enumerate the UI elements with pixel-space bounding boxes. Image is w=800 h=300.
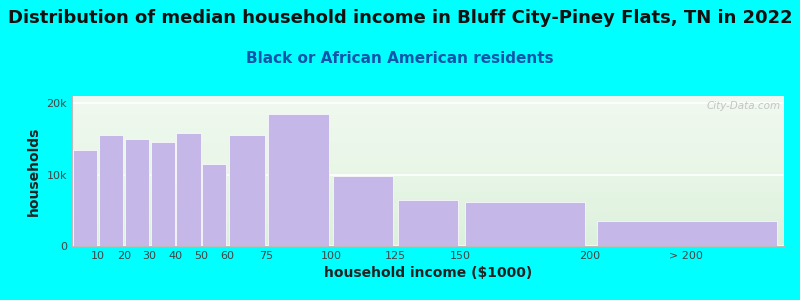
Bar	[597, 221, 778, 246]
X-axis label: household income ($1000): household income ($1000)	[324, 266, 532, 280]
Bar	[229, 135, 265, 246]
Text: Black or African American residents: Black or African American residents	[246, 51, 554, 66]
Bar	[398, 200, 458, 246]
Text: City-Data.com: City-Data.com	[706, 100, 781, 110]
Y-axis label: households: households	[27, 126, 41, 216]
Bar	[202, 164, 226, 246]
Bar	[269, 114, 329, 246]
Bar	[73, 150, 97, 246]
Bar	[465, 202, 586, 246]
Bar	[98, 135, 123, 246]
Bar	[150, 142, 174, 246]
Bar	[125, 139, 149, 246]
Text: Distribution of median household income in Bluff City-Piney Flats, TN in 2022: Distribution of median household income …	[8, 9, 792, 27]
Bar	[333, 176, 394, 246]
Bar	[177, 133, 201, 246]
